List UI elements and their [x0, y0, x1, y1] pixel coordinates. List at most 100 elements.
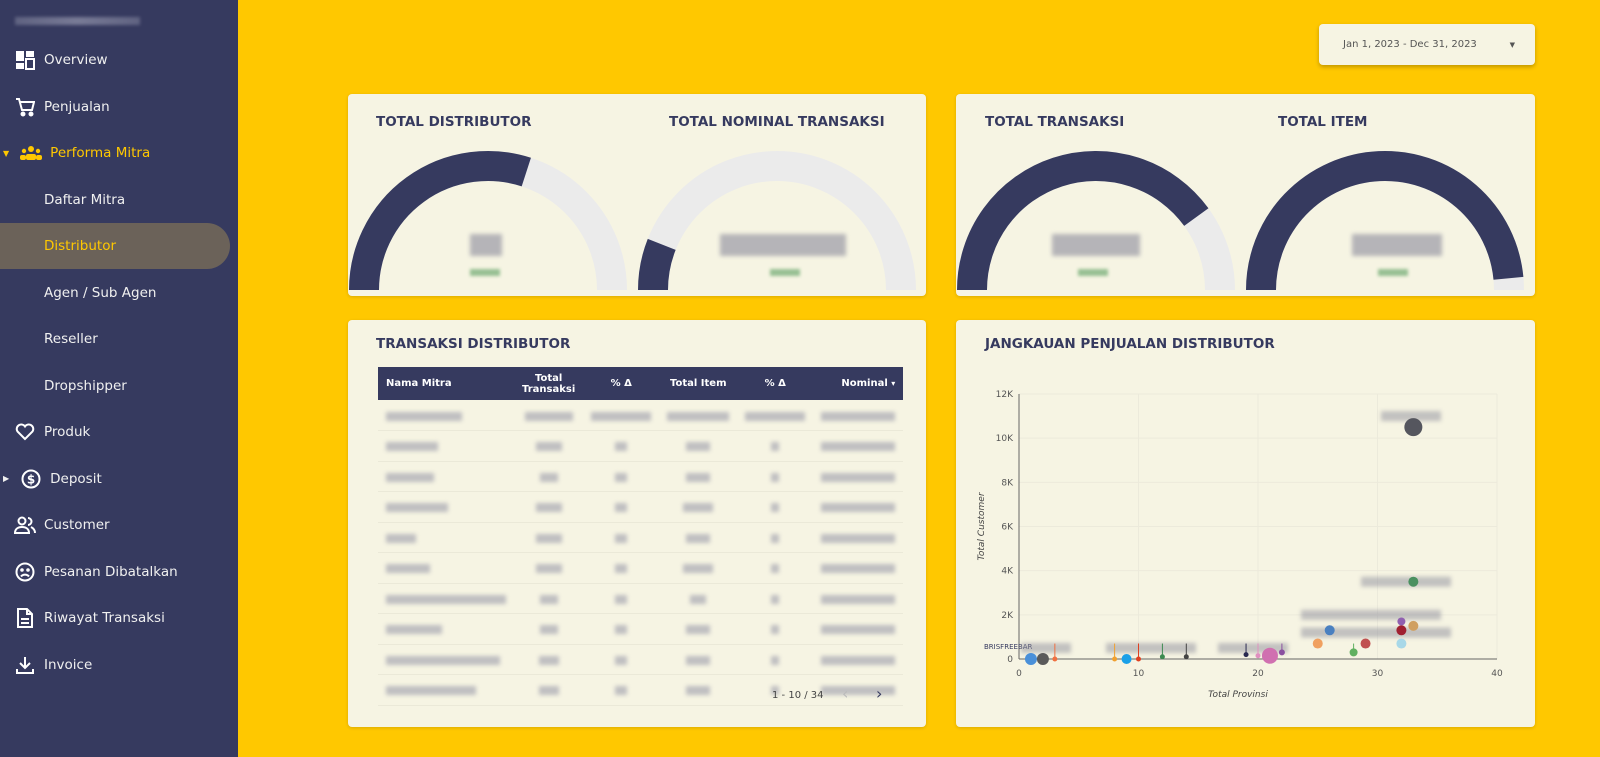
table-cell-redacted	[659, 583, 738, 614]
table-cell-redacted	[813, 583, 904, 614]
scatter-point	[1024, 653, 1037, 665]
table-row[interactable]	[378, 400, 904, 431]
gauge-fill	[349, 151, 531, 291]
download-icon	[14, 654, 36, 676]
table-cell-redacted	[378, 613, 514, 645]
sidebar-item-reseller[interactable]: Reseller	[0, 316, 238, 363]
scorecard-title: TOTAL TRANSAKSI	[985, 114, 1125, 130]
table-cell-redacted	[813, 613, 904, 645]
column-header-nama-mitra[interactable]: Nama Mitra	[378, 367, 514, 400]
transaksi-distributor-card: TRANSAKSI DISTRIBUTOR Nama Mitra Total T…	[348, 320, 926, 727]
sidebar-item-overview[interactable]: Overview	[0, 37, 238, 84]
table-cell-redacted	[737, 461, 814, 492]
sidebar-item-customer[interactable]: Customer	[0, 502, 238, 549]
sidebar-item-label: Reseller	[44, 331, 98, 348]
column-header-total-transaksi[interactable]: Total Transaksi	[514, 367, 584, 400]
column-header-nominal[interactable]: Nominal ▾	[813, 367, 904, 400]
table-row[interactable]	[378, 674, 904, 706]
table-cell-redacted	[813, 522, 904, 553]
table-cell-redacted	[583, 461, 660, 492]
table-title: TRANSAKSI DISTRIBUTOR	[376, 336, 571, 352]
next-page-button[interactable]: ›	[876, 684, 883, 703]
sidebar-item-label: Produk	[44, 424, 91, 441]
table-row[interactable]	[378, 552, 904, 584]
table-cell-redacted	[813, 491, 904, 523]
column-header-delta-item[interactable]: % Δ	[737, 367, 814, 400]
sidebar-item-label: Dropshipper	[44, 377, 127, 394]
table-row[interactable]	[378, 522, 904, 553]
prev-page-button[interactable]: ‹	[842, 684, 849, 703]
date-range-picker[interactable]: Jan 1, 2023 - Dec 31, 2023 ▼	[1319, 24, 1535, 65]
table-cell-redacted	[583, 430, 660, 462]
sidebar-item-agen[interactable]: Agen / Sub Agen	[0, 270, 238, 317]
table-row[interactable]	[378, 491, 904, 523]
scatter-point	[1255, 653, 1261, 659]
sidebar-item-deposit[interactable]: ▶ $ Deposit	[0, 456, 238, 503]
table-row[interactable]	[378, 613, 904, 645]
y-tick-label: 12K	[996, 390, 1014, 400]
table-cell-redacted	[737, 552, 814, 584]
scatter-point	[1243, 652, 1249, 658]
table-cell-redacted	[514, 400, 584, 431]
jangkauan-chart-card: JANGKAUAN PENJUALAN DISTRIBUTOR 0 2K 4K 6K 8…	[956, 320, 1535, 727]
table-cell-redacted	[583, 644, 660, 675]
scatter-point	[1261, 647, 1278, 664]
table-cell-redacted	[659, 552, 738, 584]
y-tick-label: 8K	[1001, 478, 1014, 488]
dollar-circle-icon: $	[20, 468, 42, 490]
sidebar-item-invoice[interactable]: Invoice	[0, 642, 238, 689]
group-icon	[20, 142, 43, 164]
scorecard-title: TOTAL NOMINAL TRANSAKSI	[669, 114, 885, 130]
sidebar-item-label: Performa Mitra	[50, 145, 151, 162]
table-cell-redacted	[378, 400, 514, 431]
people-icon	[14, 514, 36, 536]
column-header-total-item[interactable]: Total Item	[659, 367, 738, 400]
table-row[interactable]	[378, 644, 904, 675]
date-range-value: Jan 1, 2023 - Dec 31, 2023	[1343, 39, 1477, 50]
scorecard-card-2: TOTAL TRANSAKSI TOTAL ITEM	[956, 94, 1535, 296]
x-tick-label: 20	[1252, 669, 1264, 679]
distributor-table: Nama Mitra Total Transaksi % Δ Total Ite…	[378, 367, 904, 706]
table-row[interactable]	[378, 583, 904, 614]
scatter-point	[1396, 625, 1407, 636]
table-cell-redacted	[813, 461, 904, 492]
sidebar-item-distributor[interactable]: Distributor	[0, 223, 238, 270]
table-cell-redacted	[737, 613, 814, 645]
table-cell-redacted	[514, 674, 584, 706]
gauge-track	[638, 151, 916, 291]
sidebar-item-label: Invoice	[44, 656, 93, 673]
redacted-label	[1381, 411, 1441, 422]
sidebar-item-performa-mitra[interactable]: ▼ Performa Mitra	[0, 130, 238, 177]
scatter-point	[1397, 617, 1406, 626]
table-cell-redacted	[583, 522, 660, 553]
sidebar-item-daftar-mitra[interactable]: Daftar Mitra	[0, 177, 238, 224]
sidebar-item-produk[interactable]: Produk	[0, 409, 238, 456]
table-cell-redacted	[378, 674, 514, 706]
x-tick-label: 10	[1133, 669, 1145, 679]
sort-desc-icon: ▾	[891, 379, 896, 388]
sidebar-item-pesanan-dibatalkan[interactable]: Pesanan Dibatalkan	[0, 549, 238, 596]
sidebar-item-penjualan[interactable]: Penjualan	[0, 84, 238, 131]
sidebar-item-label: Daftar Mitra	[44, 191, 126, 208]
redacted-label	[1218, 642, 1288, 653]
sidebar-item-label: Penjualan	[44, 98, 110, 115]
sidebar-item-dropshipper[interactable]: Dropshipper	[0, 363, 238, 410]
table-row[interactable]	[378, 461, 904, 492]
table-cell-redacted	[514, 552, 584, 584]
sidebar-item-riwayat-transaksi[interactable]: Riwayat Transaksi	[0, 595, 238, 642]
table-cell-redacted	[813, 674, 904, 706]
gauge-fill	[957, 151, 1209, 291]
table-cell-redacted	[378, 461, 514, 492]
scatter-point	[1404, 418, 1423, 437]
column-header-delta-transaksi[interactable]: % Δ	[583, 367, 660, 400]
scatter-point	[1324, 625, 1335, 636]
table-cell-redacted	[583, 674, 660, 706]
x-tick-label: 30	[1372, 669, 1384, 679]
gauge-total-distributor	[349, 151, 627, 291]
table-cell-redacted	[583, 583, 660, 614]
svg-text:$: $	[27, 472, 35, 486]
table-row[interactable]	[378, 430, 904, 462]
cart-icon	[14, 96, 36, 118]
pagination-label: 1 - 10 / 34	[772, 690, 824, 701]
table-cell-redacted	[737, 430, 814, 462]
